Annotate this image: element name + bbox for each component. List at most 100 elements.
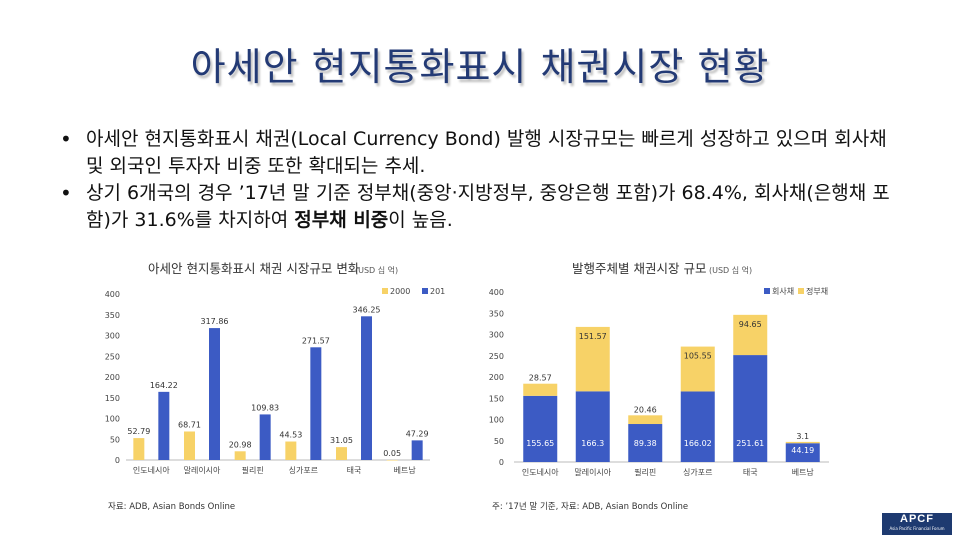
- legend-label: 정부채: [806, 286, 828, 296]
- chart-unit: (USD 십 억): [355, 265, 398, 275]
- data-label: 155.65: [526, 439, 554, 448]
- data-label: 44.53: [279, 431, 302, 440]
- bar-정부채: [628, 415, 663, 425]
- bar-2017: [158, 391, 170, 460]
- bar-회사채: [628, 424, 663, 462]
- chart-source: 자료: ADB, Asian Bonds Online: [108, 502, 235, 512]
- bullet-text-1: 아세안 현지통화표시 채권(Local Currency Bond) 발행 시장…: [86, 128, 887, 177]
- chart-unit: (USD 십 억): [709, 265, 752, 275]
- y-tick-label: 100: [105, 415, 120, 424]
- data-label: 31.05: [330, 436, 353, 445]
- category-label: 베트남: [394, 466, 417, 475]
- legend-label: 2017: [430, 287, 445, 296]
- bullet-item-2: 상기 6개국의 경우 ’17년 말 기준 정부채(중앙·지방정부, 중앙은행 포…: [60, 180, 900, 234]
- chart-market-size: 아세안 현지통화표시 채권 시장규모 변화 (USD 십 억) 0 50 100 150 2…: [100, 252, 445, 514]
- category-label: 태국: [347, 466, 362, 475]
- chart-source: 주: ’17년 말 기준, 자료: ADB, Asian Bonds Onlin…: [492, 501, 688, 512]
- data-label: 251.61: [736, 439, 764, 448]
- category-label: 말레이시아: [574, 467, 611, 477]
- apcf-logo: APCF Asia Pacific Financial Forum: [882, 513, 952, 535]
- y-tick-label: 250: [489, 352, 504, 361]
- data-label: 52.79: [127, 427, 150, 436]
- legend-swatch: [382, 288, 388, 294]
- y-tick-label: 400: [489, 288, 504, 297]
- bar-회사채: [523, 395, 558, 462]
- bar-정부채: [523, 383, 558, 396]
- bullet-text-2b: 이 높음.: [388, 209, 453, 231]
- bar-정부채: [680, 346, 715, 392]
- category-label: 인도네시아: [522, 467, 559, 477]
- bar-2017: [310, 347, 322, 460]
- category-label: 싱가포르: [683, 467, 712, 477]
- legend-swatch: [764, 288, 770, 294]
- bar-2000: [184, 431, 195, 460]
- y-tick-label: 100: [489, 416, 504, 425]
- data-label: 271.57: [302, 336, 330, 345]
- bar-2000: [285, 441, 297, 460]
- data-label: 3.1: [796, 432, 809, 441]
- chart-market-size-svg: 아세안 현지통화표시 채권 시장규모 변화(USD 십 억) 0 50 100 150 2…: [105, 261, 445, 512]
- bar-2000: [336, 447, 347, 460]
- logo-main-text: APCF: [900, 513, 934, 525]
- bullet-item-1: 아세안 현지통화표시 채권(Local Currency Bond) 발행 시장…: [60, 126, 900, 180]
- data-label: 47.29: [406, 429, 429, 438]
- y-tick-label: 300: [105, 332, 120, 341]
- bar-2000: [386, 459, 398, 461]
- bar-2000: [133, 438, 145, 460]
- logo-sub-text: Asia Pacific Financial Forum: [889, 526, 945, 531]
- data-label: 44.19: [791, 446, 814, 455]
- data-label: 105.55: [684, 352, 712, 361]
- data-label: 109.83: [251, 403, 279, 412]
- data-label: 0.05: [383, 449, 401, 458]
- y-tick-label: 50: [494, 437, 504, 446]
- chart-title: 발행주체별 채권시장 규모: [572, 261, 706, 276]
- category-label: 필리핀: [634, 467, 656, 477]
- data-label: 68.71: [178, 420, 201, 429]
- y-tick-label: 250: [105, 352, 120, 361]
- y-tick-label: 200: [105, 373, 120, 382]
- bar-회사채: [733, 355, 768, 462]
- bar-2017: [411, 440, 423, 460]
- data-label: 317.86: [201, 317, 229, 326]
- legend-swatch: [798, 288, 804, 294]
- chart-issuer-size-svg: 발행주체별 채권시장 규모 (USD 십 억) 0 50 100 150 200 250 300…: [489, 261, 829, 512]
- y-tick-label: 50: [110, 435, 120, 444]
- bar-2017: [361, 316, 372, 460]
- bar-2000: [234, 451, 246, 460]
- data-label: 164.22: [150, 381, 178, 390]
- y-tick-label: 200: [489, 373, 504, 382]
- chart-title: 아세안 현지통화표시 채권 시장규모 변화: [148, 261, 360, 276]
- data-label: 166.02: [684, 439, 712, 448]
- bullet-list: 아세안 현지통화표시 채권(Local Currency Bond) 발행 시장…: [60, 126, 900, 234]
- y-tick-label: 150: [105, 394, 120, 403]
- bar-2017: [209, 328, 220, 460]
- category-label: 베트남: [792, 468, 815, 477]
- data-label: 20.46: [634, 405, 657, 414]
- y-tick-label: 0: [115, 456, 120, 465]
- bar-정부채: [785, 441, 820, 444]
- chart-issuer-size: 발행주체별 채권시장 규모 (USD 십 억) 0 50 100 150 200 250 300…: [484, 252, 834, 514]
- legend-swatch: [422, 288, 428, 294]
- data-label: 20.98: [229, 440, 252, 449]
- data-label: 346.25: [353, 305, 381, 314]
- legend-label: 회사채: [772, 286, 794, 296]
- slide-title: 아세안 현지통화표시 채권시장 현황: [190, 45, 770, 89]
- category-label: 필리핀: [242, 465, 264, 475]
- y-tick-label: 300: [489, 331, 504, 340]
- bar-회사채: [785, 443, 820, 462]
- legend-label: 2000: [390, 287, 410, 296]
- bar-정부채: [733, 314, 768, 356]
- y-tick-label: 350: [105, 311, 120, 320]
- category-label: 인도네시아: [133, 465, 170, 475]
- y-tick-label: 350: [489, 309, 504, 318]
- y-tick-label: 0: [499, 458, 504, 467]
- data-label: 89.38: [634, 439, 657, 448]
- category-label: 태국: [743, 468, 758, 477]
- bar-정부채: [575, 326, 610, 392]
- data-label: 151.57: [579, 332, 607, 341]
- data-label: 166.3: [581, 439, 604, 448]
- bar-회사채: [575, 391, 610, 462]
- category-label: 말레이시아: [184, 465, 221, 475]
- y-tick-label: 150: [489, 394, 504, 403]
- bullet-text-2-bold: 정부채 비중: [294, 209, 389, 231]
